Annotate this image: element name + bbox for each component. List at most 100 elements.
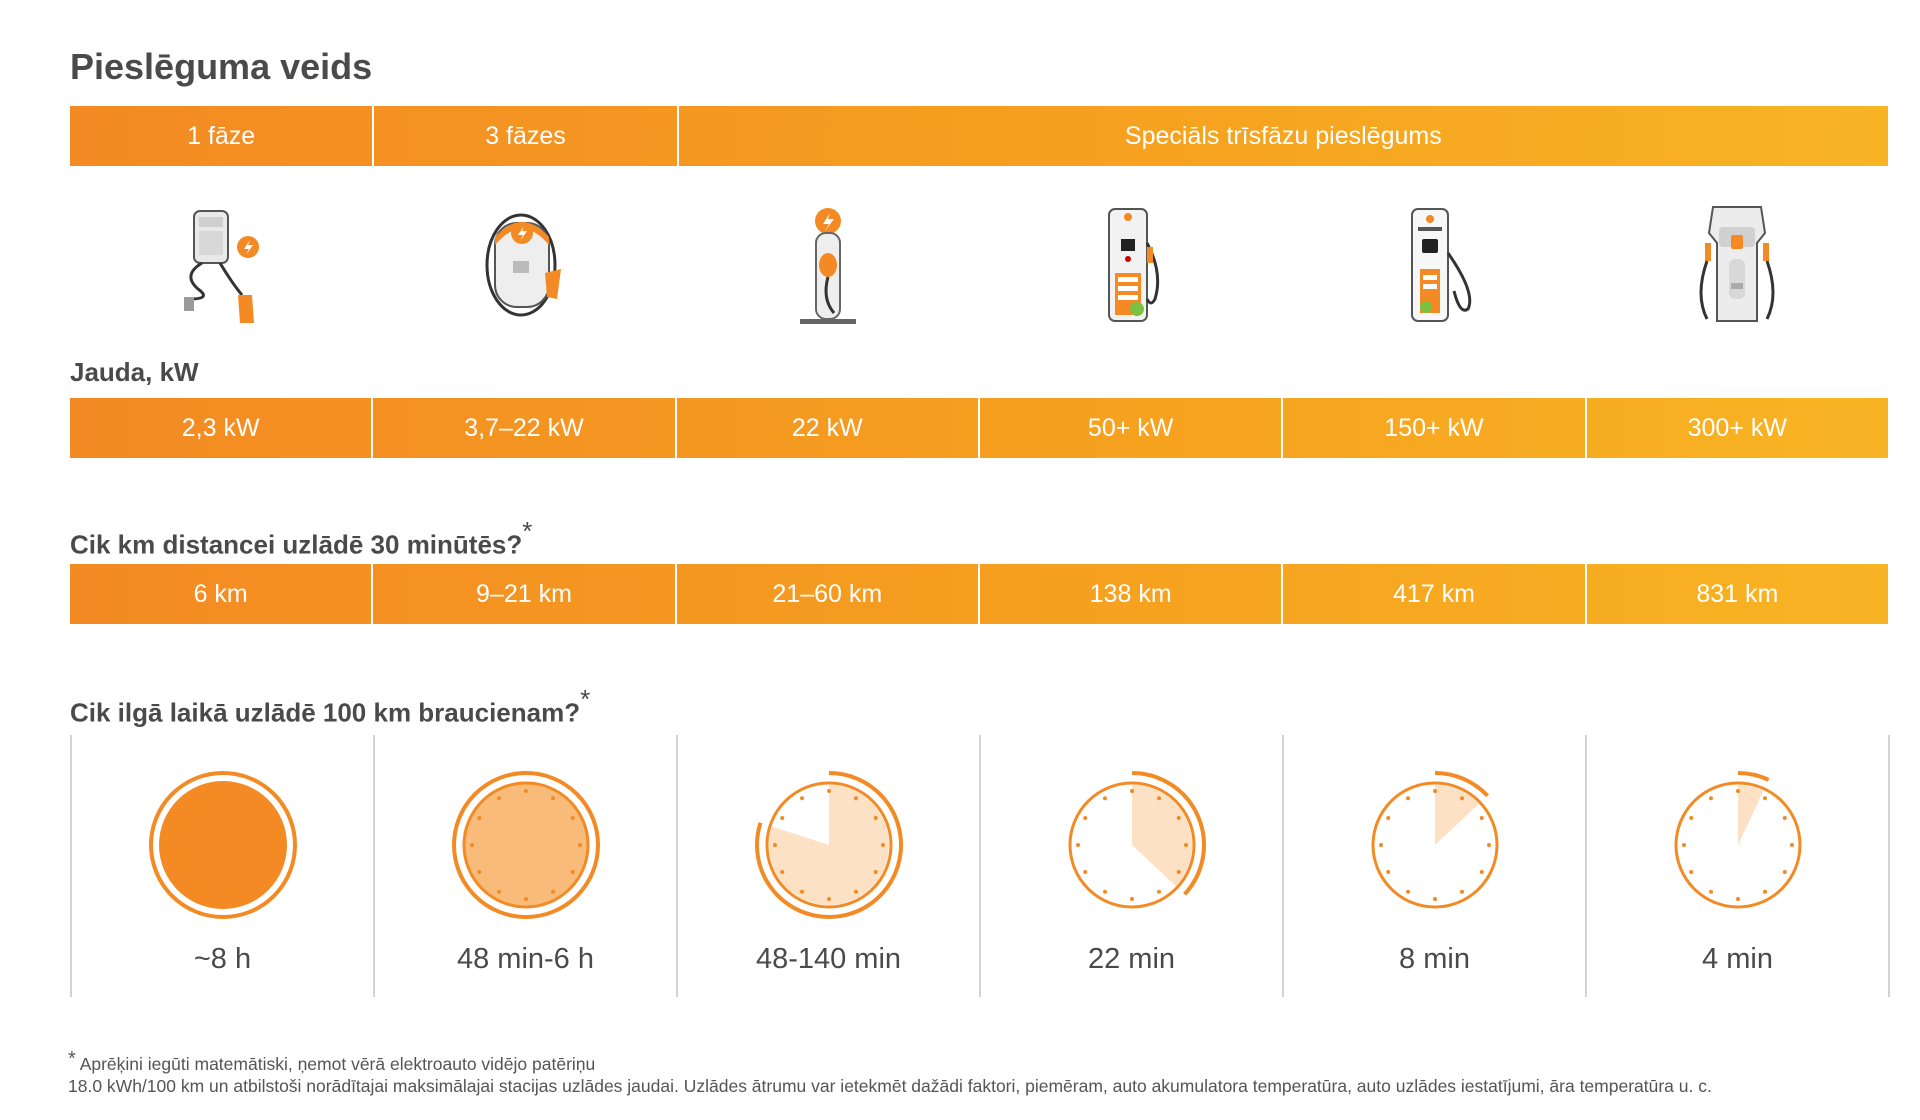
speed-value: 22 kW [677, 398, 980, 458]
distance-value: 9–21 km [373, 564, 677, 624]
distance-heading: Cik km distancei uzlādē 30 minūtēs?* [70, 516, 532, 561]
clock-tick [779, 870, 784, 874]
clock-icon [1068, 771, 1206, 909]
charge-time-cell: 4 min [1587, 735, 1890, 997]
charge-time-cell: 8 min [1284, 735, 1587, 997]
connection-type-bar: 1 fāze 3 fāzes Speciāls trīsfāzu pieslēg… [70, 106, 1888, 166]
time-heading-text: Cik ilgā laikā uzlādē 100 km braucienam? [70, 697, 581, 728]
distance-value: 831 km [1696, 579, 1779, 608]
footnote-asterisk: * [68, 1048, 76, 1070]
speed-value: 50+ kW [980, 398, 1284, 458]
clock-tick [1708, 796, 1713, 801]
clock-tick [1782, 870, 1787, 874]
clock-tick [550, 796, 555, 801]
clock-tick [577, 843, 582, 847]
charger-icons-row [70, 200, 1888, 330]
portable-charger-icon [70, 200, 373, 330]
speed-heading: Jauda, kW [70, 357, 199, 388]
clock-tick [1479, 816, 1484, 820]
charge-progress-arc [1131, 771, 1206, 896]
clock-tick [496, 796, 501, 801]
charge-time-label: ~8 h [193, 943, 252, 975]
clock-tick [1708, 889, 1713, 894]
dc-charger-50-icon [979, 200, 1282, 330]
charge-time-label: 4 min [1702, 943, 1773, 975]
clock-tick [1681, 843, 1686, 847]
clock-tick [880, 843, 885, 847]
distance-heading-text: Cik km distancei uzlādē 30 minūtēs? [70, 529, 523, 560]
charge-time-label: 22 min [1087, 943, 1176, 975]
charge-fill-sector [768, 785, 889, 905]
clock-tick [826, 897, 831, 901]
clock-tick [570, 816, 575, 820]
page-title: Pieslēguma veids [70, 46, 373, 87]
clock-tick [853, 889, 858, 894]
distance-asterisk: * [522, 516, 533, 546]
wallbox-charger-icon [373, 200, 676, 330]
clock-tick [476, 870, 481, 874]
charge-progress-arc [1737, 771, 1770, 782]
charge-progress-arc [1434, 771, 1489, 798]
speed-value: 3,7–22 kW [373, 398, 677, 458]
clock-tick [1378, 843, 1383, 847]
clock-tick [1459, 889, 1464, 894]
clock-tick [1762, 796, 1767, 801]
clock-tick [1432, 789, 1437, 793]
clock-tick [1129, 897, 1134, 901]
speed-value: 300+ kW [1687, 413, 1787, 442]
charge-fill-sector [1737, 785, 1764, 845]
clock-tick [853, 796, 858, 801]
speed-heading-text: Jauda, kW [70, 357, 199, 387]
connection-type-1-phase: 1 fāze [70, 106, 375, 166]
time-asterisk: * [580, 684, 591, 714]
clock-tick [1385, 870, 1390, 874]
clock-tick [1479, 870, 1484, 874]
clock-tick [1385, 816, 1390, 820]
charge-time-cell: 22 min [981, 735, 1284, 997]
clock-tick [1735, 897, 1740, 901]
charge-time-label: 48 min-6 h [456, 943, 594, 975]
clock-tick [550, 889, 555, 894]
clock-tick [1156, 796, 1161, 801]
clock-tick [476, 816, 481, 820]
distance-value: 138 km [980, 564, 1284, 624]
speed-value: 2,3 kW [70, 398, 374, 458]
charge-time-label: 48-140 min [755, 943, 902, 975]
clock-tick [1102, 796, 1107, 801]
clock-tick [1082, 870, 1087, 874]
clock-tick [1688, 870, 1693, 874]
distance-value: 417 km [1283, 564, 1587, 624]
clock-tick [1782, 816, 1787, 820]
charge-time-row: ~8 h 48 min-6 h 48-140 min 22 min [70, 735, 1890, 997]
clock-icon [148, 771, 297, 919]
clock-tick [1688, 816, 1693, 820]
charge-fill-sector [1434, 785, 1479, 845]
footnote-line-2: 18.0 kWh/100 km un atbilstoši norādītaja… [68, 1075, 1712, 1096]
clock-tick [1762, 889, 1767, 894]
charge-fill-sector [1131, 785, 1192, 887]
clock-tick [873, 816, 878, 820]
time-heading: Cik ilgā laikā uzlādē 100 km braucienam?… [70, 684, 590, 729]
hpc-charger-300-icon [1585, 200, 1888, 330]
clock-tick [779, 816, 784, 820]
distance-bar: 6 km 9–21 km 21–60 km 138 km 417 km 831 … [70, 564, 1888, 624]
clock-tick [1075, 843, 1080, 847]
charge-time-cell: 48 min-6 h [375, 735, 678, 997]
clock-tick [1176, 816, 1181, 820]
footnote-line-1: * Aprēķini iegūti matemātiski, ņemot vēr… [68, 1046, 1712, 1075]
clock-tick [523, 789, 528, 793]
charge-time-cell: ~8 h [72, 735, 375, 997]
connection-type-special: Speciāls trīsfāzu pieslēgums [1124, 121, 1442, 150]
clock-icon [1371, 771, 1498, 909]
clock-tick [799, 889, 804, 894]
charge-time-cell: 48-140 min [678, 735, 981, 997]
charge-progress-arc [754, 771, 903, 919]
clock-icon [1674, 771, 1801, 909]
clock-tick [1405, 796, 1410, 801]
clock-tick [1183, 843, 1188, 847]
clock-tick [1432, 897, 1437, 901]
clock-tick [570, 870, 575, 874]
clock-tick [772, 843, 777, 847]
clock-tick [1102, 889, 1107, 894]
clock-tick [1459, 796, 1464, 801]
